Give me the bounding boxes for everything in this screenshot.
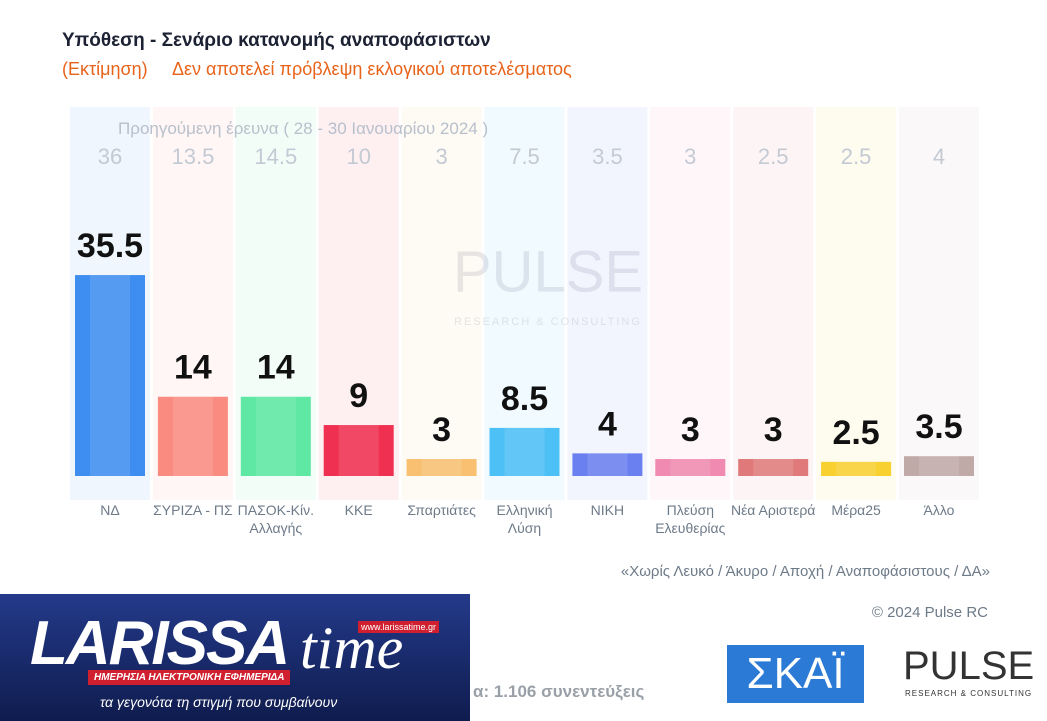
previous-value: 7.5	[509, 144, 540, 169]
category-label: Σπαρτιάτες	[407, 502, 476, 518]
previous-value: 2.5	[841, 144, 872, 169]
value-label: 3	[764, 411, 783, 449]
column-bg	[816, 107, 897, 500]
previous-value: 2.5	[758, 144, 789, 169]
value-label: 2.5	[832, 414, 879, 452]
category-label: Ελληνική Λύση	[496, 502, 553, 536]
value-label: 4	[598, 405, 617, 443]
pulse-sub: RESEARCH & CONSULTING	[905, 689, 1033, 698]
bar-stripe	[255, 396, 296, 476]
bar	[904, 456, 974, 476]
column-bg	[650, 107, 731, 500]
previous-value: 13.5	[171, 144, 214, 169]
value-label: 14	[174, 349, 212, 387]
value-label: 14	[257, 349, 295, 387]
larissa-logo: LARISSA	[30, 609, 290, 678]
category-label: ΣΥΡΙΖΑ - ΠΣ	[153, 502, 233, 518]
bar-stripe	[421, 459, 462, 476]
bar-stripe	[504, 427, 545, 476]
subtitle-label: (Εκτίμηση)	[62, 59, 148, 79]
category-label: Πλεύση Ελευθερίας	[655, 502, 726, 536]
previous-value: 4	[933, 144, 945, 169]
tagline1: ΗΜΕΡΗΣΙΑ ΗΛΕΚΤΡΟΝΙΚΗ ΕΦΗΜΕΡΙΔΑ	[88, 670, 291, 685]
bar-stripe	[919, 456, 959, 476]
bar-stripe	[670, 459, 711, 476]
column-bg	[733, 107, 814, 500]
value-label: 3	[681, 411, 700, 449]
sample: α: 1.106 συνεντεύξεις	[473, 682, 645, 701]
category-label: Άλλο	[923, 502, 955, 518]
bar	[323, 425, 394, 476]
subtitle: Δεν αποτελεί πρόβλεψη εκλογικού αποτελέσ…	[172, 59, 572, 79]
bar-stripe	[172, 396, 213, 476]
previous-value: 14.5	[254, 144, 297, 169]
category-label: Μέρα25	[831, 502, 881, 518]
chart: PULSE RESEARCH & CONSULTING 35.5 36 14 13.5…	[70, 107, 979, 500]
copyright: © 2024 Pulse RC	[871, 604, 988, 621]
note: «Χωρίς Λευκό / Άκυρο / Αποχή / Αναποφάσι…	[620, 563, 990, 580]
skai-logo: ΣΚΑΪ	[727, 645, 864, 703]
bar	[157, 396, 228, 476]
category-label: ΝΔ	[100, 502, 120, 518]
bar	[406, 459, 477, 476]
bar	[821, 461, 892, 476]
column-bg	[567, 107, 648, 500]
watermark: PULSE	[453, 239, 643, 304]
pulse-logo: PULSE	[903, 644, 1035, 688]
category-label: ΚΚΕ	[344, 502, 373, 518]
previous-label: Προηγούμενη έρευνα ( 28 - 30 Ιανουαρίου …	[118, 119, 489, 138]
bar	[489, 427, 560, 476]
category-label: ΠΑΣΟΚ-Κίν. Αλλαγής	[237, 502, 314, 536]
bar	[572, 453, 643, 476]
url: www.larissatime.gr	[358, 621, 440, 633]
tagline2: τα γεγονότα τη στιγμή που συμβαίνουν	[100, 694, 338, 710]
value-label: 3.5	[915, 408, 962, 446]
value-label: 3	[432, 411, 451, 449]
previous-value: 3.5	[592, 144, 623, 169]
bar	[738, 459, 809, 476]
bar-stripe	[90, 275, 130, 476]
category-label: Νέα Αριστερά	[730, 502, 816, 518]
previous-value: 36	[98, 144, 122, 169]
previous-value: 3	[684, 144, 696, 169]
category-label: ΝΙΚΗ	[590, 502, 625, 518]
bar	[240, 396, 311, 476]
bar	[75, 275, 145, 476]
previous-value: 3	[435, 144, 447, 169]
larissa-banner: LARISSA time www.larissatime.gr ΗΜΕΡΗΣΙΑ…	[0, 594, 470, 721]
title: Υπόθεση - Σενάριο κατανομής αναποφάσιστω…	[62, 30, 491, 51]
value-label: 9	[349, 377, 368, 415]
bar	[655, 459, 726, 476]
bar-stripe	[587, 453, 628, 476]
bar-stripe	[753, 459, 794, 476]
watermark-sub: RESEARCH & CONSULTING	[454, 316, 642, 328]
bar-stripe	[836, 461, 877, 476]
value-label: 35.5	[77, 227, 143, 265]
previous-value: 10	[346, 144, 370, 169]
column-bg	[401, 107, 482, 500]
value-label: 8.5	[501, 380, 548, 418]
bar-stripe	[338, 425, 379, 476]
column-bg	[899, 107, 979, 500]
